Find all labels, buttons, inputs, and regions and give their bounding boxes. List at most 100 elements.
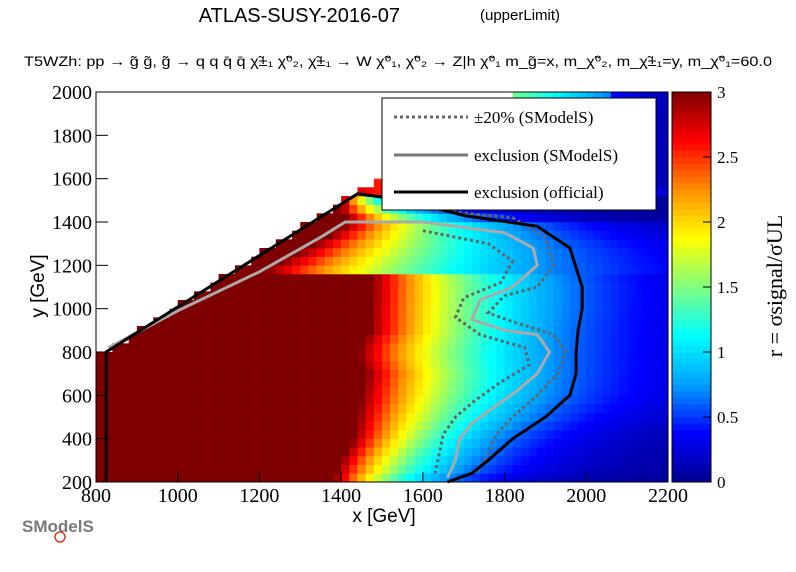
heatmap-cell <box>202 404 211 413</box>
colorbar-segment <box>672 150 711 158</box>
heatmap-cell <box>332 360 342 370</box>
heatmap-cell <box>349 213 358 223</box>
heatmap-cell <box>349 196 358 205</box>
heatmap-cell <box>520 438 530 448</box>
heatmap-cell <box>243 360 252 370</box>
heatmap-cell <box>128 430 138 439</box>
heatmap-cell <box>382 222 391 231</box>
heatmap-cell <box>341 386 350 396</box>
heatmap-cell <box>586 430 595 439</box>
heatmap-cell <box>210 447 219 457</box>
heatmap-cell <box>537 230 546 240</box>
heatmap-cell <box>267 438 277 448</box>
colorbar-segment <box>672 163 711 171</box>
heatmap-cell <box>267 386 277 396</box>
heatmap-cell <box>659 109 669 119</box>
heatmap-cell <box>267 256 277 266</box>
heatmap-cell <box>324 395 334 405</box>
heatmap-cell <box>373 300 383 309</box>
heatmap-cell <box>218 352 228 361</box>
heatmap-cell <box>463 473 473 483</box>
heatmap-cell <box>431 239 440 249</box>
heatmap-cell <box>202 456 211 465</box>
heatmap-cell <box>390 395 399 405</box>
heatmap-cell <box>243 464 252 474</box>
heatmap-cell <box>594 274 603 283</box>
colorbar-segment <box>672 358 711 366</box>
heatmap-cell <box>651 222 661 231</box>
colorbar-tick-label: 1.5 <box>717 278 738 297</box>
heatmap-cell <box>145 438 154 448</box>
heatmap-cell <box>512 291 522 301</box>
heatmap-cell <box>529 326 538 335</box>
heatmap-cell <box>185 421 195 431</box>
heatmap-cell <box>373 430 383 439</box>
heatmap-cell <box>234 369 244 379</box>
heatmap-cell <box>185 334 195 344</box>
heatmap-cell <box>234 404 244 413</box>
heatmap-cell <box>561 334 571 344</box>
heatmap-cell <box>218 300 228 309</box>
heatmap-cell <box>512 404 522 413</box>
heatmap-cell <box>422 291 432 301</box>
heatmap-cell <box>267 412 277 422</box>
heatmap-cell <box>659 187 669 197</box>
heatmap-cell <box>447 248 456 257</box>
heatmap-cell <box>496 265 505 275</box>
x-tick-label: 1600 <box>403 485 443 507</box>
heatmap-cell <box>594 317 603 327</box>
heatmap-cell <box>569 222 579 231</box>
heatmap-cell <box>545 447 554 457</box>
heatmap-cell <box>382 378 391 387</box>
heatmap-cell <box>578 239 587 249</box>
heatmap-cell <box>365 282 375 292</box>
heatmap-cell <box>659 144 669 153</box>
heatmap-cell <box>406 222 415 231</box>
heatmap-cell <box>618 378 628 387</box>
heatmap-cell <box>332 412 342 422</box>
heatmap-cell <box>283 430 293 439</box>
heatmap-cell <box>267 300 277 309</box>
heatmap-cell <box>226 334 236 344</box>
heatmap-cell <box>259 369 268 379</box>
heatmap-cell <box>177 360 187 370</box>
heatmap-cell <box>643 404 652 413</box>
heatmap-cell <box>578 456 587 465</box>
heatmap-cell <box>553 222 563 231</box>
heatmap-cell <box>332 317 342 327</box>
heatmap-cell <box>145 412 154 422</box>
heatmap-cell <box>610 386 620 396</box>
heatmap-cell <box>365 430 375 439</box>
heatmap-cell <box>112 430 121 439</box>
heatmap-cell <box>488 213 497 223</box>
heatmap-cell <box>161 386 170 396</box>
heatmap-cell <box>439 230 448 240</box>
heatmap-cell <box>447 378 456 387</box>
heatmap-cell <box>308 326 317 335</box>
heatmap-cell <box>447 308 456 318</box>
heatmap-cell <box>316 360 326 370</box>
band-upper-line <box>422 207 568 475</box>
heatmap-cell <box>382 282 391 292</box>
heatmap-cell <box>627 438 636 448</box>
heatmap-cell <box>145 447 154 457</box>
heatmap-cell <box>96 369 105 379</box>
heatmap-cell <box>569 430 579 439</box>
heatmap-cell <box>471 447 481 457</box>
heatmap-cell <box>202 360 211 370</box>
colorbar-segment <box>672 118 711 125</box>
heatmap-cell <box>128 343 138 353</box>
heatmap-cell <box>169 404 179 413</box>
heatmap-cell <box>210 412 219 422</box>
x-axis: 800 1000 1200 1400 1600 1800 2000 2200 <box>81 472 688 507</box>
heatmap-cell <box>529 230 538 240</box>
heatmap-cell <box>439 213 448 223</box>
heatmap-cell <box>308 352 317 361</box>
heatmap-cell <box>275 248 285 257</box>
heatmap-cell <box>659 213 669 223</box>
heatmap-cell <box>545 222 554 231</box>
heatmap-cell <box>153 430 162 439</box>
heatmap-cell <box>488 239 497 249</box>
heatmap-cell <box>504 352 514 361</box>
heatmap-cell <box>463 369 473 379</box>
